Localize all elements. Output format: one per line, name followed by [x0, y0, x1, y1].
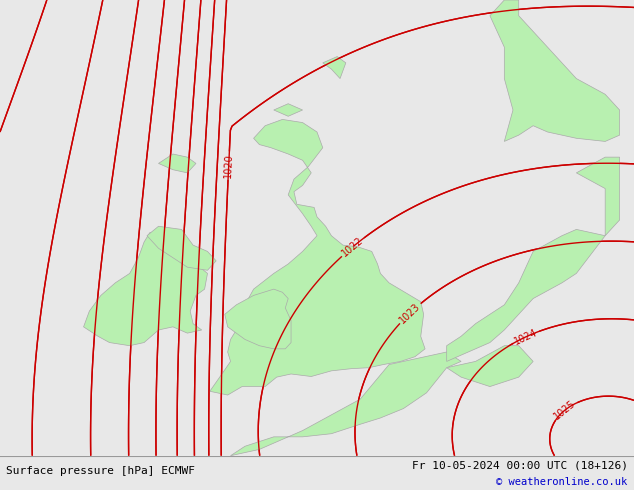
Text: © weatheronline.co.uk: © weatheronline.co.uk — [496, 477, 628, 488]
Text: Surface pressure [hPa] ECMWF: Surface pressure [hPa] ECMWF — [6, 466, 195, 476]
Text: 1023: 1023 — [398, 301, 422, 325]
Text: 1020: 1020 — [223, 153, 235, 178]
Polygon shape — [323, 56, 346, 78]
Polygon shape — [576, 157, 619, 236]
Text: Fr 10-05-2024 00:00 UTC (18+126): Fr 10-05-2024 00:00 UTC (18+126) — [411, 460, 628, 470]
Polygon shape — [274, 104, 302, 116]
Polygon shape — [447, 346, 533, 387]
Polygon shape — [210, 120, 425, 395]
Text: 1022: 1022 — [340, 235, 365, 259]
Polygon shape — [158, 154, 196, 173]
Polygon shape — [84, 233, 207, 346]
Text: 1025: 1025 — [552, 398, 578, 422]
Polygon shape — [225, 289, 291, 349]
Polygon shape — [231, 352, 461, 456]
Polygon shape — [490, 0, 619, 142]
Polygon shape — [147, 226, 216, 270]
Polygon shape — [447, 229, 605, 362]
Text: 1024: 1024 — [513, 327, 540, 346]
